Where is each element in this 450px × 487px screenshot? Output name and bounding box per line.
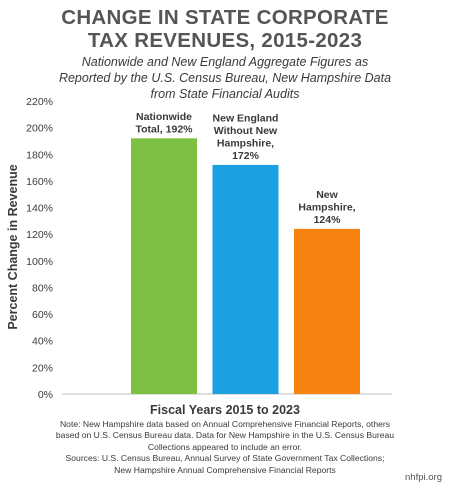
chart-subtitle: Nationwide and New England Aggregate Fig… [0, 54, 450, 102]
y-tick-label: 200% [26, 123, 53, 135]
y-tick-label: 220% [26, 96, 53, 108]
bar-3-data-label: 124% [314, 214, 342, 226]
chart-title-line-2: TAX REVENUES, 2015-2023 [87, 29, 363, 52]
chart-notes: Note: New Hampshire data based on Annual… [0, 419, 450, 476]
credit-text: nhfpi.org [405, 472, 442, 483]
sources-line-2: New Hampshire Annual Comprehensive Finan… [114, 464, 336, 475]
bar-3-data-label: New [316, 189, 338, 201]
chart-subtitle-line-3: from State Financial Audits [150, 87, 300, 101]
y-tick-label: 80% [32, 282, 53, 294]
bar-1 [131, 138, 197, 394]
y-tick-label: 100% [26, 256, 53, 268]
chart-subtitle-line-2: Reported by the U.S. Census Bureau, New … [58, 71, 392, 85]
bar-3-data-label: Hampshire, [298, 201, 355, 213]
y-tick-label: 40% [32, 336, 53, 348]
y-tick-label: 60% [32, 309, 53, 321]
bar-2-data-label: Hampshire, [217, 137, 274, 149]
y-tick-label: 140% [26, 203, 53, 215]
bar-2 [212, 164, 279, 394]
note-line-2: based on U.S. Census Bureau data. Data f… [55, 430, 395, 441]
y-axis-title: Percent Change in Revenue [6, 164, 20, 329]
chart-title-line-1: CHANGE IN STATE CORPORATE [61, 6, 389, 29]
bar-1-data-label: Nationwide [136, 111, 192, 123]
y-tick-label: 160% [26, 176, 53, 188]
y-tick-label: 0% [38, 389, 53, 401]
x-axis-title: Fiscal Years 2015 to 2023 [150, 403, 300, 417]
bar-3 [294, 228, 360, 394]
bar-1-data-label: Total, 192% [136, 123, 194, 135]
sources-line-1: Sources: U.S. Census Bureau, Annual Surv… [65, 453, 385, 464]
bar-2-data-label: New England [213, 112, 279, 124]
y-tick-label: 180% [26, 149, 53, 161]
chart-title: CHANGE IN STATE CORPORATE TAX REVENUES, … [0, 6, 450, 52]
note-line-3: Collections appeared to include an error… [147, 441, 303, 452]
y-tick-label: 20% [32, 362, 53, 374]
note-line-1: Note: New Hampshire data based on Annual… [59, 419, 391, 429]
chart-subtitle-line-1: Nationwide and New England Aggregate Fig… [81, 55, 369, 69]
y-tick-label: 120% [26, 229, 53, 241]
bar-2-data-label: Without New [214, 125, 278, 137]
bar-2-data-label: 172% [232, 150, 260, 162]
